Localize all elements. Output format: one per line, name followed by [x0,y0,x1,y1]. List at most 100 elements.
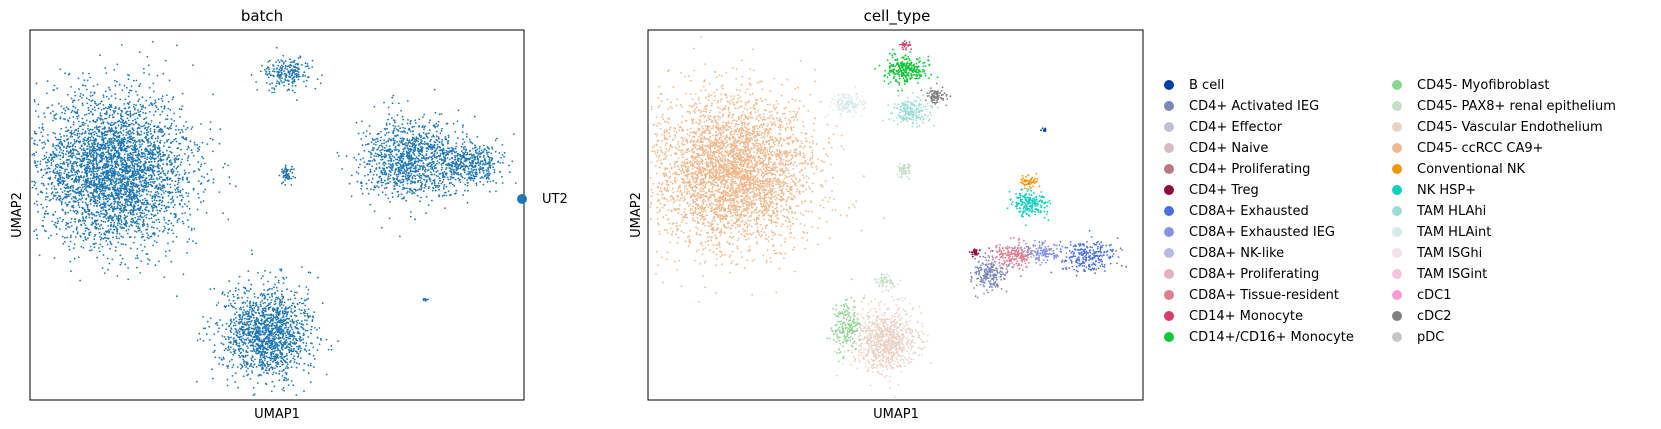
data-point [126,222,128,225]
data-point [61,235,64,238]
data-point [142,106,145,108]
data-point [197,192,199,195]
data-point [176,187,178,190]
data-point [130,132,133,135]
data-point [70,155,73,158]
data-point [210,169,213,171]
data-point [93,133,96,136]
data-point [163,218,166,221]
data-point [112,156,115,159]
data-point [137,204,140,207]
data-point [95,160,98,163]
data-point [158,260,160,263]
data-point [271,373,274,376]
data-point [118,218,120,221]
data-point [109,178,112,181]
data-point [67,138,70,141]
data-point [299,336,302,339]
data-point [53,223,56,226]
data-point [287,384,290,386]
data-point [255,352,258,355]
data-point [244,317,246,320]
data-point [222,343,225,346]
data-point [221,292,224,295]
data-point [228,280,231,282]
data-point [232,364,235,366]
data-point [73,138,76,141]
data-point [118,232,121,235]
data-point [81,159,84,162]
data-point [158,230,161,232]
data-point [198,196,200,199]
data-point [153,125,156,127]
data-point [123,191,126,193]
data-point [93,235,96,238]
data-point [83,79,86,82]
data-point [92,184,94,187]
data-point [240,328,243,331]
data-point [263,340,266,343]
data-point [124,243,127,246]
data-point [167,232,169,234]
data-point [110,95,113,97]
data-point [309,271,312,274]
data-point [121,166,124,168]
data-point [280,307,283,309]
data-point [137,132,139,135]
data-point [94,149,97,152]
data-point [76,157,79,160]
data-point [174,180,177,183]
data-point [153,170,155,172]
data-point [125,122,128,125]
data-point [90,146,92,149]
data-point [98,198,101,201]
data-point [168,126,171,129]
data-point [157,193,160,195]
data-point [80,155,83,158]
data-point [138,192,141,195]
data-point [89,245,92,248]
data-point [150,142,153,145]
data-point [144,162,147,165]
data-point [91,164,94,167]
data-point [145,129,148,132]
data-point [238,342,241,345]
data-point [269,347,271,349]
data-point [114,84,117,87]
data-point [121,183,124,186]
data-point [59,68,62,71]
data-point [143,224,146,227]
data-point [271,295,274,298]
data-point [47,237,50,239]
data-point [310,325,313,328]
data-point [93,106,96,109]
data-point [147,234,150,236]
data-point [136,159,139,162]
data-point [126,232,129,235]
data-point [107,156,110,159]
data-point [90,249,93,251]
data-point [145,203,148,206]
data-point [258,361,261,364]
data-point [173,119,176,122]
data-point [145,135,147,138]
data-point [198,148,201,151]
data-point [176,155,179,158]
data-point [64,241,66,243]
data-point [88,216,91,219]
data-point [156,170,159,173]
data-point [170,142,173,145]
data-point [146,158,148,161]
data-point [147,138,150,140]
data-point [106,184,109,187]
data-point [140,105,143,108]
data-point [70,142,72,144]
data-point [87,194,89,196]
data-point [144,186,147,189]
data-point [54,147,57,150]
data-point [137,172,140,175]
data-point [252,302,255,304]
data-point [185,136,188,139]
data-point [116,160,118,163]
